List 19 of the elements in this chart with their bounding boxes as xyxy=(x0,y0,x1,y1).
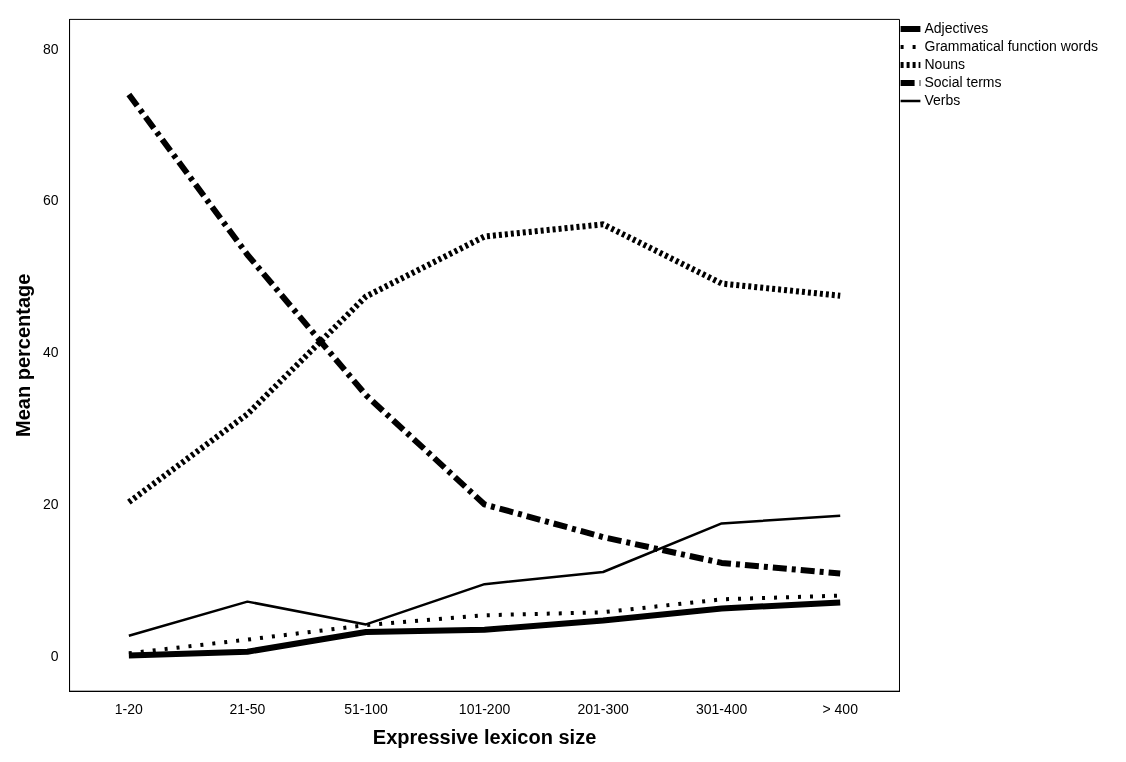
legend-label: Adjectives xyxy=(924,19,989,36)
y-tick-label: 60 xyxy=(42,192,59,209)
legend-label: Nouns xyxy=(924,55,965,72)
x-tick-label: 1-20 xyxy=(114,701,144,718)
x-tick-label: 201-300 xyxy=(577,701,629,718)
x-tick-label: 21-50 xyxy=(229,701,266,718)
legend-label: Grammatical function words xyxy=(924,37,1099,54)
y-axis-title: Mean percentage xyxy=(11,273,34,437)
y-tick-label: 40 xyxy=(42,344,59,361)
y-tick-label: 80 xyxy=(42,40,59,57)
legend-label: Social terms xyxy=(924,73,1002,90)
x-tick-label: 301-400 xyxy=(695,701,748,718)
y-tick-label: 20 xyxy=(42,496,59,513)
x-axis-title: Expressive lexicon size xyxy=(372,725,597,748)
legend-label: Verbs xyxy=(924,91,961,108)
x-tick-label: 51-100 xyxy=(344,701,388,718)
x-tick-label: 101-200 xyxy=(458,701,511,718)
y-tick-label: 0 xyxy=(50,647,59,664)
x-tick-label: > 400 xyxy=(822,701,859,718)
